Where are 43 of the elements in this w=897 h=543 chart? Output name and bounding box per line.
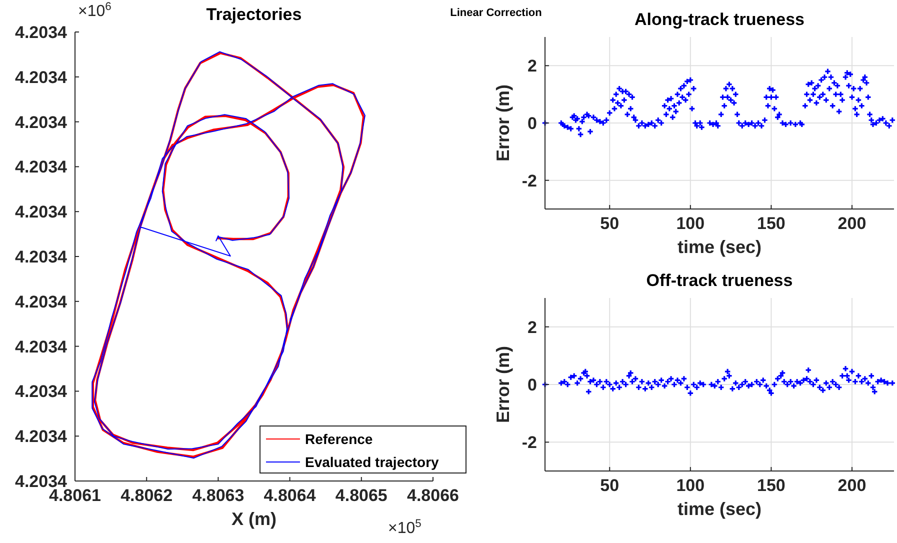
y-axis-title: Error (m) (493, 346, 513, 424)
y-tick-label: 4.2034 (15, 337, 68, 356)
x-tick-label: 4.8062 (120, 486, 173, 505)
y-tick-label: 2 (528, 318, 537, 337)
x-tick-label: 4.8066 (407, 486, 459, 505)
y-tick-label: 4.2034 (15, 158, 68, 177)
chart-title: Along-track trueness (634, 10, 805, 29)
text: ×10$^{5}$ (388, 518, 422, 537)
x-axis-title: time (sec) (677, 237, 762, 257)
y-tick-label: 0 (528, 375, 537, 394)
y-tick-label: -2 (522, 433, 537, 452)
x-tick-label: 4.8065 (335, 486, 388, 505)
y-axis-title: Error (m) (493, 84, 513, 162)
y-tick-label: 4.2034 (15, 202, 68, 222)
chart-title: Trajectories (206, 5, 302, 24)
x-tick-label: 100 (676, 214, 705, 233)
x-tick-label: 200 (838, 214, 866, 233)
y-tick-label: 4.2034 (15, 22, 68, 42)
y-tick-label: 4.2034 (15, 427, 68, 446)
legend-label: Reference (305, 430, 373, 447)
y-tick-label: 0 (528, 114, 537, 133)
x-tick-label: 50 (600, 476, 620, 495)
y-tick-label: 4.2034 (15, 68, 68, 87)
x-tick-label: 4.8063 (192, 486, 244, 505)
y-tick-label: 2 (528, 56, 537, 76)
y-tick-label: 4.2034 (15, 112, 68, 132)
y-tick-label: -2 (522, 171, 537, 190)
x-tick-label: 4.8064 (264, 486, 316, 505)
x-tick-label: 50 (600, 214, 620, 233)
chart-title: Off-track trueness (646, 271, 793, 290)
x-tick-label: 150 (757, 214, 786, 233)
x-axis-title: time (sec) (677, 499, 762, 519)
legend-label: Evaluated trajectory (305, 454, 440, 470)
text: Linear Correction (450, 7, 542, 19)
text: ×10$^{6}$ (78, 1, 112, 20)
x-tick-label: 4.8061 (49, 486, 101, 505)
x-axis-title: X (m) (232, 509, 277, 529)
y-tick-label: 4.2034 (15, 247, 68, 266)
x-tick-label: 100 (676, 476, 705, 495)
y-tick-label: 4.2034 (15, 292, 68, 312)
x-tick-label: 150 (757, 476, 786, 495)
x-tick-label: 200 (838, 476, 866, 495)
y-tick-label: 4.2034 (15, 382, 68, 402)
